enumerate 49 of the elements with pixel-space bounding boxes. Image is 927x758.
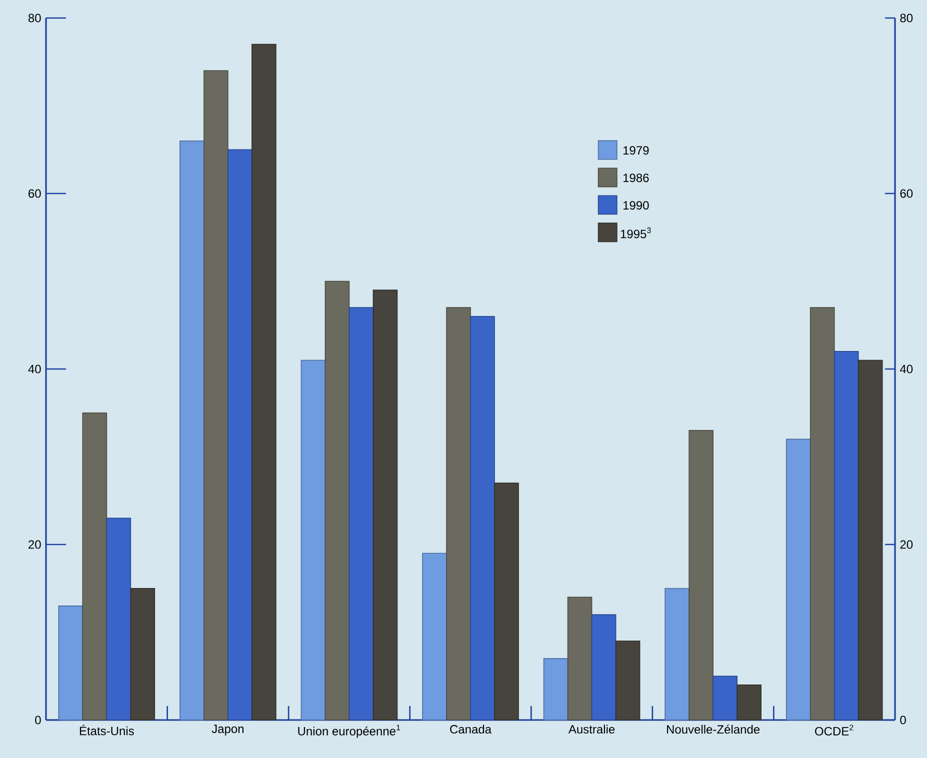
bar — [372, 290, 398, 720]
y-tick-label: 0 — [35, 716, 41, 724]
x-tick-label: États-Unis — [80, 724, 134, 736]
bar — [422, 552, 447, 720]
bar — [786, 438, 811, 720]
bar — [494, 482, 519, 720]
bar — [446, 307, 471, 720]
y-tick-label: 80 — [28, 14, 41, 22]
x-tick-label: Japon — [212, 724, 244, 736]
bar — [810, 307, 835, 720]
y-tick-label: 20 — [28, 540, 41, 549]
bar — [736, 684, 762, 720]
bar — [252, 44, 276, 720]
bar — [180, 140, 204, 720]
bar — [82, 412, 108, 720]
y2-tick-label: 60 — [900, 189, 913, 198]
legend-label: 1995$^{3}$ — [620, 227, 651, 238]
bar — [348, 307, 374, 720]
bar — [300, 360, 326, 720]
bar — [712, 676, 738, 720]
y2-tick-label: 20 — [900, 540, 913, 549]
bar — [106, 518, 132, 720]
bar — [130, 588, 156, 720]
x-tick-label: Nouvelle-Zélande — [667, 724, 760, 734]
y-tick-label: 60 — [28, 189, 41, 198]
bar — [664, 588, 690, 720]
legend-label: 1990 — [623, 201, 649, 210]
bar — [58, 606, 84, 720]
x-tick-label: Canada — [450, 724, 492, 734]
bar — [204, 70, 228, 720]
legend-label: 1979 — [623, 146, 649, 155]
legend-label: 1986 — [623, 174, 649, 182]
bar — [324, 280, 350, 720]
bar — [567, 596, 592, 720]
x-tick-label: Australie — [568, 724, 615, 734]
bar — [834, 351, 859, 720]
y2-tick-label: 0 — [900, 716, 906, 724]
bar — [688, 430, 714, 720]
y2-tick-label: 40 — [900, 364, 913, 374]
bar — [470, 316, 495, 720]
bar — [591, 614, 616, 720]
y-tick-label: 40 — [28, 364, 41, 374]
y2-tick-label: 80 — [900, 14, 913, 22]
bar — [543, 658, 568, 720]
bar — [858, 360, 883, 720]
x-tick-label: OCDE$^{2}$ — [815, 724, 854, 736]
bar — [228, 149, 252, 720]
bar — [615, 640, 640, 720]
x-tick-label: Union européenne$^{1}$ — [298, 724, 400, 738]
